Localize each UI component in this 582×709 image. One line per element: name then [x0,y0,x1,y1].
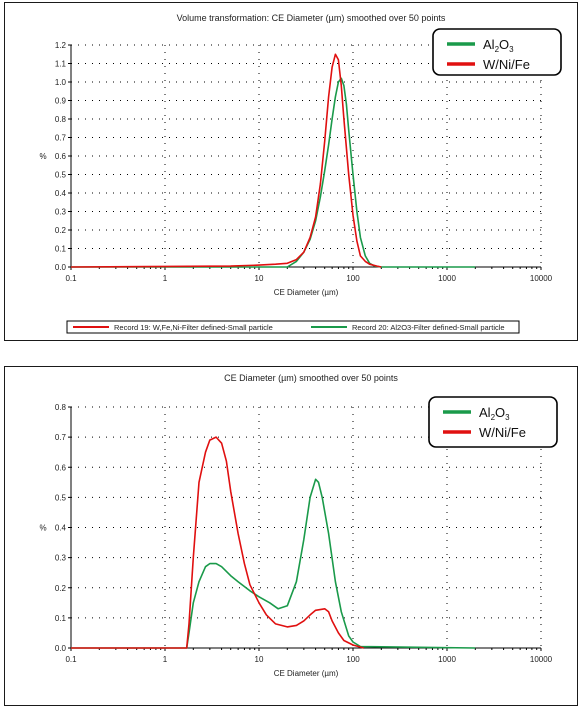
series-line-1 [71,436,364,649]
legend-label: Al2O3 [483,37,514,54]
y-tick-label: 0.8 [55,403,67,412]
y-tick-label: 0.7 [55,134,67,143]
y-tick-label: 0.1 [55,614,67,623]
chart-bottom: CE Diameter (µm) smoothed over 50 points… [39,373,558,678]
y-tick-label: 0.0 [55,263,67,272]
x-tick-label: 1000 [438,655,456,664]
legend-label: W/Ni/Fe [483,57,530,72]
y-tick-label: 0.3 [55,554,67,563]
chart-title: CE Diameter (µm) smoothed over 50 points [224,373,398,383]
record-legend-box [66,320,520,334]
x-tick-label: 100 [346,655,360,664]
series-line-0 [71,77,476,268]
x-tick-label: 10000 [530,274,553,283]
y-tick-label: 1.0 [55,78,67,87]
x-tick-label: 1000 [438,274,456,283]
y-axis-label: % [39,524,46,533]
x-tick-label: 1 [163,274,168,283]
y-tick-label: 0.2 [55,226,67,235]
x-tick-label: 10 [255,655,264,664]
legend-label: W/Ni/Fe [479,425,526,440]
x-tick-label: 0.1 [65,655,77,664]
y-tick-label: 0.1 [55,245,67,254]
chart-top: Volume transformation: CE Diameter (µm) … [39,13,562,334]
x-tick-label: 1 [163,655,168,664]
series-line-0 [71,478,476,649]
y-tick-label: 0.2 [55,584,67,593]
x-tick-label: 100 [346,274,360,283]
chart-panel-bottom: CE Diameter (µm) smoothed over 50 points… [4,366,578,706]
x-axis-label: CE Diameter (µm) [274,288,339,297]
y-tick-label: 0.4 [55,189,67,198]
x-tick-label: 10000 [530,655,553,664]
x-tick-label: 10 [255,274,264,283]
y-tick-label: 0.5 [55,493,67,502]
y-tick-label: 0.7 [55,433,67,442]
record-label: Record 19: W,Fe,Ni-Filter defined-Small … [114,323,273,332]
legend-label: Al2O3 [479,405,510,422]
y-tick-label: 0.6 [55,463,67,472]
chart-title: Volume transformation: CE Diameter (µm) … [177,13,446,23]
x-axis-label: CE Diameter (µm) [274,669,339,678]
y-tick-label: 0.5 [55,171,67,180]
y-tick-label: 1.1 [55,60,67,69]
chart-panel-top: Volume transformation: CE Diameter (µm) … [4,2,578,341]
y-tick-label: 0.4 [55,524,67,533]
record-label: Record 20: Al2O3-Filter defined-Small pa… [352,323,505,332]
y-tick-label: 0.3 [55,208,67,217]
x-tick-label: 0.1 [65,274,77,283]
series-line-1 [70,53,382,268]
y-tick-label: 0.6 [55,152,67,161]
legend-box [428,396,558,448]
y-axis-label: % [39,152,46,161]
y-tick-label: 0.8 [55,115,67,124]
y-tick-label: 0.9 [55,97,67,106]
y-tick-label: 1.2 [55,41,67,50]
y-tick-label: 0.0 [55,644,67,653]
